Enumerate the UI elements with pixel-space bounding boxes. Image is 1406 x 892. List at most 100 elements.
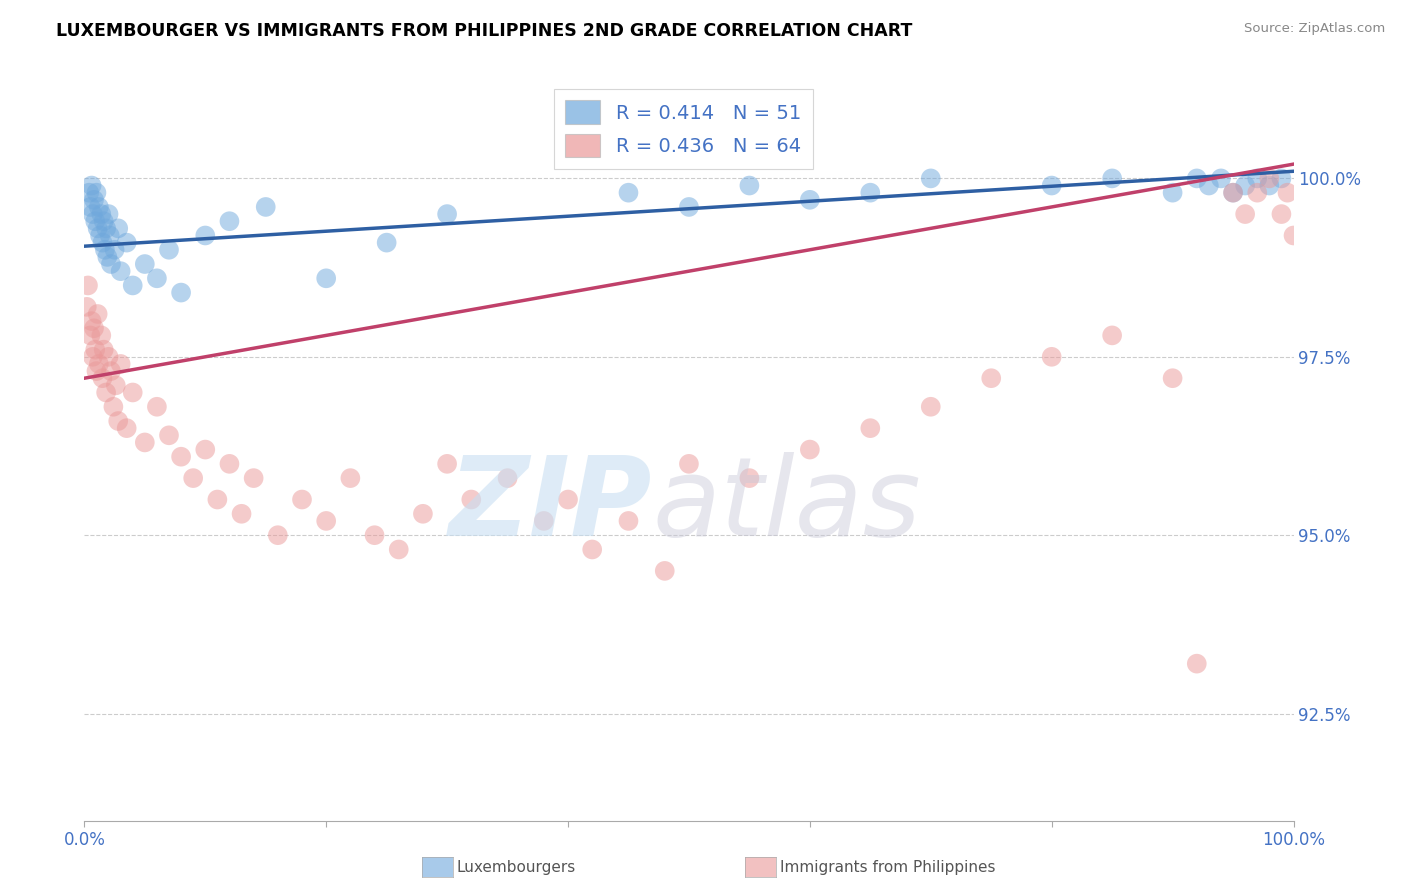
Point xyxy=(86,186,108,200)
Point xyxy=(557,492,579,507)
Point xyxy=(83,321,105,335)
Point xyxy=(678,200,700,214)
Point xyxy=(194,442,217,457)
Point xyxy=(859,186,882,200)
Point xyxy=(90,328,112,343)
Point xyxy=(1258,178,1281,193)
Point xyxy=(678,457,700,471)
Point xyxy=(100,364,122,378)
Point xyxy=(104,378,127,392)
Point xyxy=(86,364,108,378)
Point xyxy=(1277,186,1299,200)
Point xyxy=(1161,186,1184,200)
Point xyxy=(79,328,101,343)
Point xyxy=(107,414,129,428)
Point xyxy=(146,400,169,414)
Point xyxy=(291,492,314,507)
Point xyxy=(80,314,103,328)
Point xyxy=(157,428,180,442)
Point xyxy=(339,471,361,485)
Point xyxy=(157,243,180,257)
Point xyxy=(86,221,108,235)
Point xyxy=(738,178,761,193)
Point xyxy=(1185,657,1208,671)
Point xyxy=(218,214,240,228)
Point xyxy=(207,492,229,507)
Point xyxy=(617,186,640,200)
Point xyxy=(194,228,217,243)
Point xyxy=(1040,178,1063,193)
Point xyxy=(436,207,458,221)
Point xyxy=(83,193,105,207)
Point xyxy=(436,457,458,471)
Point xyxy=(267,528,290,542)
Point xyxy=(100,257,122,271)
Point xyxy=(1209,171,1232,186)
Point xyxy=(87,200,110,214)
Point xyxy=(76,300,98,314)
Legend: R = 0.414   N = 51, R = 0.436   N = 64: R = 0.414 N = 51, R = 0.436 N = 64 xyxy=(554,88,813,169)
Point xyxy=(110,264,132,278)
Point xyxy=(388,542,411,557)
Point xyxy=(460,492,482,507)
Point xyxy=(97,350,120,364)
Point xyxy=(1258,171,1281,186)
Point xyxy=(121,278,143,293)
Point xyxy=(218,457,240,471)
Point xyxy=(1222,186,1244,200)
Point xyxy=(181,471,204,485)
Point xyxy=(1234,178,1257,193)
Point xyxy=(1161,371,1184,385)
Text: atlas: atlas xyxy=(652,452,921,559)
Point xyxy=(1198,178,1220,193)
Point xyxy=(77,278,100,293)
Point xyxy=(654,564,676,578)
Point xyxy=(920,400,942,414)
Point xyxy=(98,228,121,243)
Point xyxy=(363,528,385,542)
Point xyxy=(738,471,761,485)
Point xyxy=(375,235,398,250)
Point xyxy=(315,271,337,285)
Point xyxy=(254,200,277,214)
Point xyxy=(412,507,434,521)
Point xyxy=(104,243,127,257)
Point xyxy=(115,421,138,435)
Point xyxy=(134,257,156,271)
Point xyxy=(93,343,115,357)
Point xyxy=(1101,171,1123,186)
Point xyxy=(170,285,193,300)
Point xyxy=(1282,228,1305,243)
Point xyxy=(1040,350,1063,364)
Point xyxy=(87,357,110,371)
Point xyxy=(90,207,112,221)
Point xyxy=(1246,171,1268,186)
Point xyxy=(80,178,103,193)
Point xyxy=(1234,207,1257,221)
Point xyxy=(533,514,555,528)
Point xyxy=(86,307,108,321)
Point xyxy=(91,371,114,385)
Point xyxy=(121,385,143,400)
Point xyxy=(89,228,111,243)
Text: LUXEMBOURGER VS IMMIGRANTS FROM PHILIPPINES 2ND GRADE CORRELATION CHART: LUXEMBOURGER VS IMMIGRANTS FROM PHILIPPI… xyxy=(56,22,912,40)
Point xyxy=(1270,171,1292,186)
Point xyxy=(94,385,117,400)
Point xyxy=(799,193,821,207)
Point xyxy=(84,343,107,357)
Point xyxy=(110,357,132,371)
Point xyxy=(496,471,519,485)
Text: Immigrants from Philippines: Immigrants from Philippines xyxy=(780,860,995,874)
Point xyxy=(93,214,115,228)
Text: Luxembourgers: Luxembourgers xyxy=(457,860,576,874)
Point xyxy=(107,221,129,235)
Point xyxy=(82,350,104,364)
Point xyxy=(170,450,193,464)
Point xyxy=(1246,186,1268,200)
Point xyxy=(77,186,100,200)
Point xyxy=(799,442,821,457)
Point xyxy=(231,507,253,521)
Point xyxy=(82,207,104,221)
Point xyxy=(315,514,337,528)
Point xyxy=(1222,186,1244,200)
